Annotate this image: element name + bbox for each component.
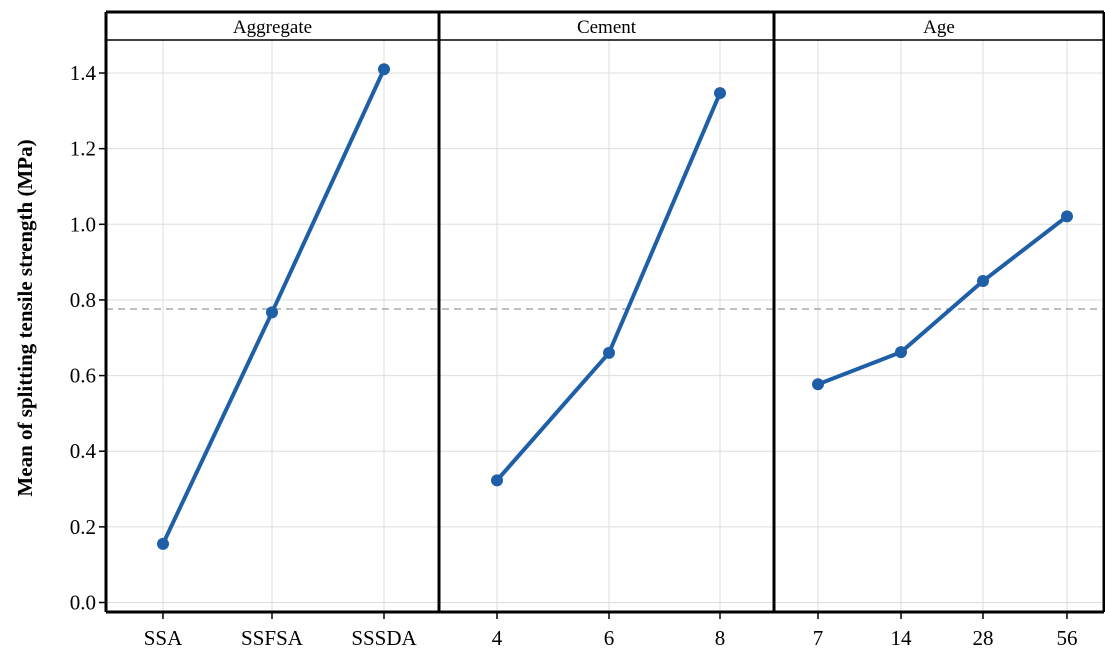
data-point bbox=[603, 346, 615, 359]
x-tick-label: 6 bbox=[604, 626, 615, 650]
data-point bbox=[266, 306, 278, 319]
x-tick-label: SSSDA bbox=[351, 626, 417, 650]
y-tick-label: 1.4 bbox=[70, 61, 97, 85]
data-point bbox=[157, 537, 169, 550]
y-tick-label: 1.0 bbox=[70, 212, 96, 236]
x-tick-label: 28 bbox=[973, 626, 994, 650]
data-point bbox=[714, 87, 726, 100]
data-point bbox=[491, 474, 503, 487]
y-tick-label: 1.2 bbox=[70, 137, 96, 161]
x-tick-label: 14 bbox=[891, 626, 913, 650]
x-tick-label: SSA bbox=[144, 626, 183, 650]
y-axis-label: Mean of splitting tensile strength (MPa) bbox=[13, 139, 37, 496]
y-tick-label: 0.4 bbox=[70, 439, 97, 463]
x-tick-label: 4 bbox=[492, 626, 503, 650]
y-tick-label: 0.8 bbox=[70, 288, 96, 312]
series-line-age bbox=[817, 214, 1069, 387]
x-tick-label: SSFSA bbox=[241, 626, 304, 650]
y-tick-label: 0.6 bbox=[70, 364, 96, 388]
data-point bbox=[895, 346, 907, 359]
y-tick-label: 0.2 bbox=[70, 515, 96, 539]
data-point bbox=[378, 63, 390, 76]
data-point bbox=[1061, 210, 1073, 223]
x-tick-label: 8 bbox=[715, 626, 726, 650]
panel-title: Aggregate bbox=[233, 17, 312, 38]
series-line-aggregate bbox=[161, 68, 386, 545]
panel-title: Age bbox=[923, 17, 955, 38]
data-point bbox=[977, 275, 989, 288]
x-tick-label: 56 bbox=[1057, 626, 1078, 650]
data-point bbox=[812, 378, 824, 391]
x-tick-label: 7 bbox=[813, 626, 824, 650]
panel-title: Cement bbox=[577, 17, 637, 38]
y-tick-label: 0.0 bbox=[70, 591, 96, 615]
